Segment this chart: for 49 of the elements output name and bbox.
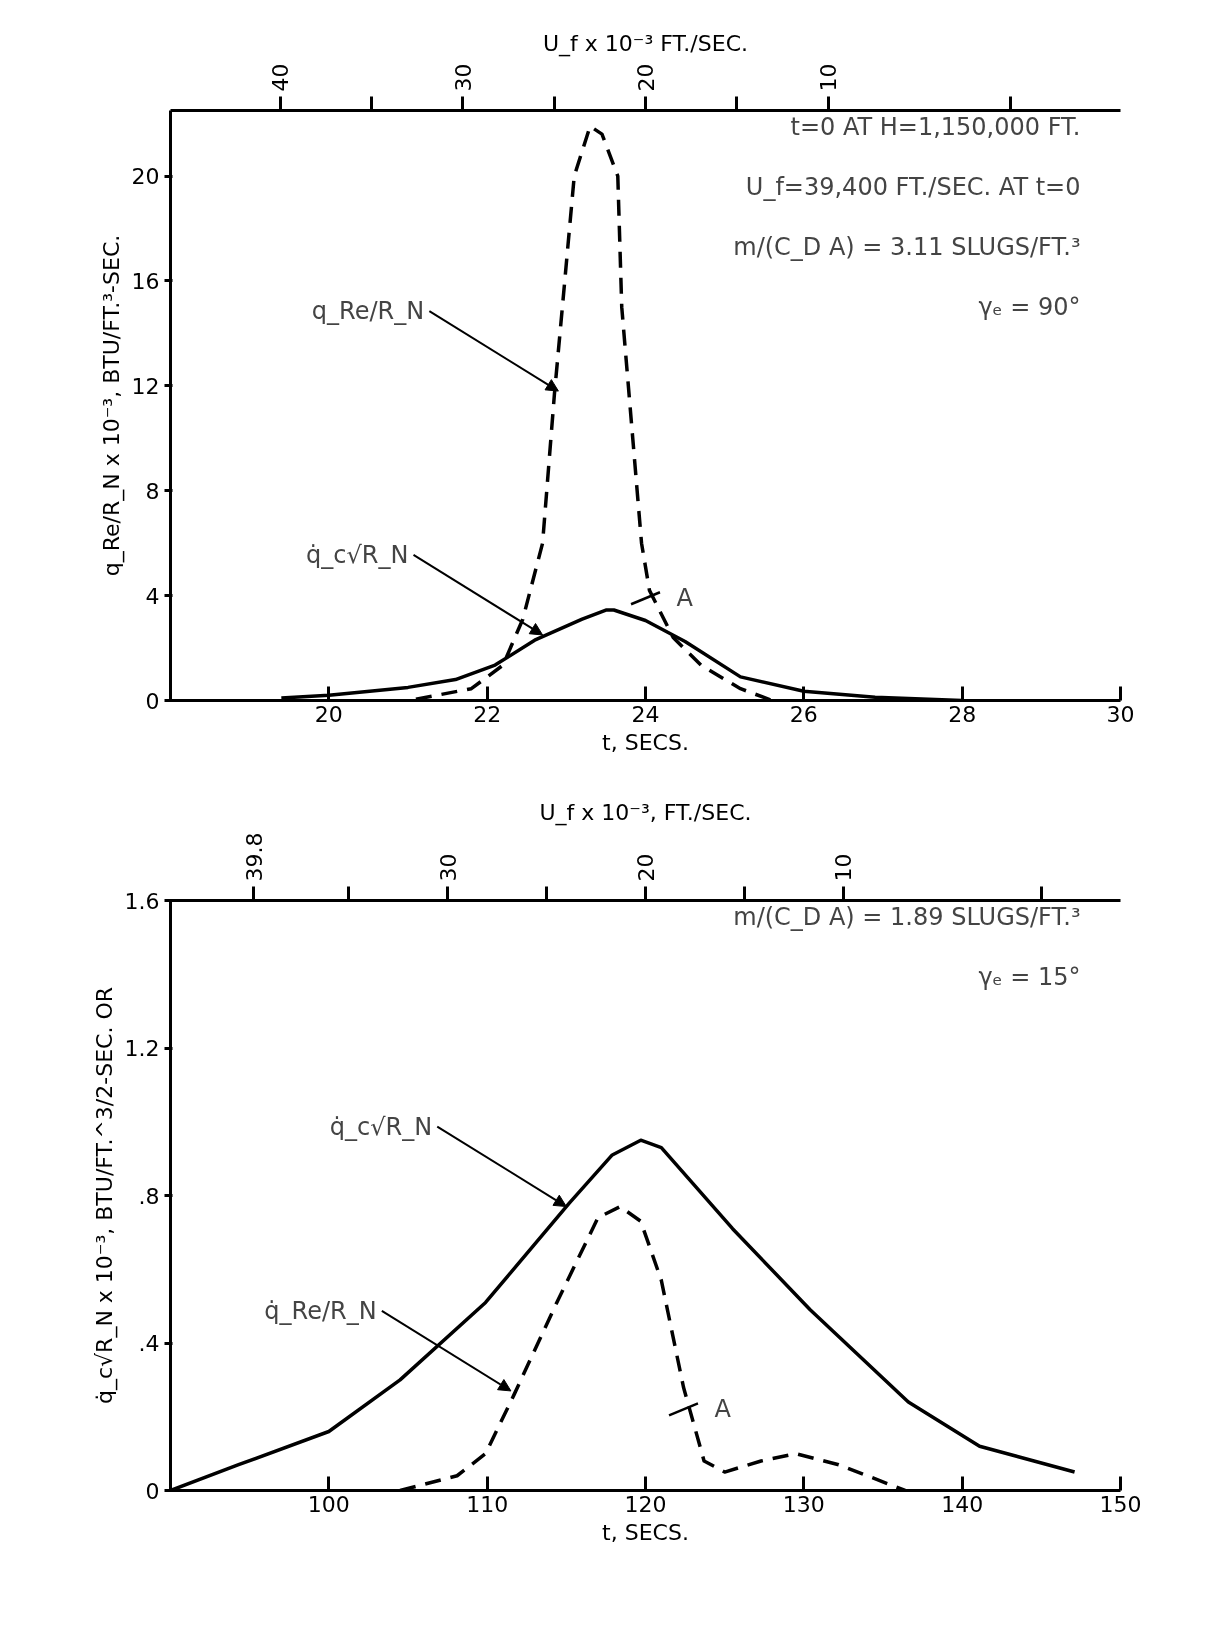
x2-tick-label: 20 <box>633 853 659 882</box>
x-tick-label: 30 <box>1106 701 1135 727</box>
x2-tick-label: 20 <box>633 63 659 92</box>
x-axis-title: t, SECS. <box>602 1519 689 1545</box>
x2-tick-label: 39.8 <box>241 832 267 882</box>
x2-tick-label: 30 <box>450 63 476 92</box>
x2-tick-label: 40 <box>268 63 294 92</box>
y-tick-label: 0 <box>145 1478 160 1504</box>
annotation: m/(C_D A) = 1.89 SLUGS/FT.³ <box>733 902 1081 931</box>
x-tick-label: 100 <box>307 1491 350 1517</box>
y-tick-label: 20 <box>131 164 160 190</box>
x-tick-label: 22 <box>473 701 502 727</box>
x2-tick-label: 10 <box>816 63 842 92</box>
x-tick-label: 110 <box>466 1491 509 1517</box>
y-tick-label: 16 <box>131 268 160 294</box>
x-tick-label: 140 <box>941 1491 984 1517</box>
y-tick-label: .8 <box>138 1183 160 1209</box>
x2-axis-title: U_f x 10⁻³ FT./SEC. <box>543 30 748 57</box>
x2-tick-label: 10 <box>831 853 857 882</box>
x2-axis-title: U_f x 10⁻³, FT./SEC. <box>539 799 752 826</box>
annotation: q̇_c√R_N <box>329 1112 433 1141</box>
x-tick-label: 24 <box>631 701 660 727</box>
annotation: q_Re/R_N <box>311 297 425 326</box>
y-tick-label: .4 <box>138 1331 160 1356</box>
y-tick-label: 1.6 <box>124 888 160 914</box>
y-tick-label: 8 <box>145 478 160 504</box>
annotation: t=0 AT H=1,150,000 FT. <box>790 112 1081 141</box>
annotation: q̇_Re/R_N <box>264 1296 377 1325</box>
x-tick-label: 150 <box>1099 1491 1142 1517</box>
x-tick-label: 20 <box>314 701 343 727</box>
x-tick-label: 120 <box>624 1491 667 1517</box>
x-tick-label: 26 <box>789 701 818 727</box>
y-axis-title: q_Re/R_N x 10⁻³, BTU/FT.³-SEC. <box>98 234 125 577</box>
annotation: U_f=39,400 FT./SEC. AT t=0 <box>745 172 1081 201</box>
y-tick-label: 0 <box>145 688 160 714</box>
y-axis-title: q̇_c√R_N x 10⁻³, BTU/FT.^3/2-SEC. OR <box>91 987 118 1404</box>
annotation: A <box>714 1395 732 1424</box>
annotation: q̇_c√R_N <box>305 540 409 569</box>
y-tick-label: 4 <box>145 583 160 609</box>
x-axis-title: t, SECS. <box>602 729 689 755</box>
y-tick-label: 1.2 <box>124 1036 160 1061</box>
x-tick-label: 28 <box>948 701 977 727</box>
annotation: m/(C_D A) = 3.11 SLUGS/FT.³ <box>733 232 1081 261</box>
x2-tick-label: 30 <box>435 853 461 882</box>
y-tick-label: 12 <box>131 373 160 399</box>
annotation: A <box>676 584 694 613</box>
annotation: γₑ = 90° <box>978 292 1081 321</box>
x-tick-label: 130 <box>782 1491 825 1517</box>
annotation: γₑ = 15° <box>978 962 1081 991</box>
